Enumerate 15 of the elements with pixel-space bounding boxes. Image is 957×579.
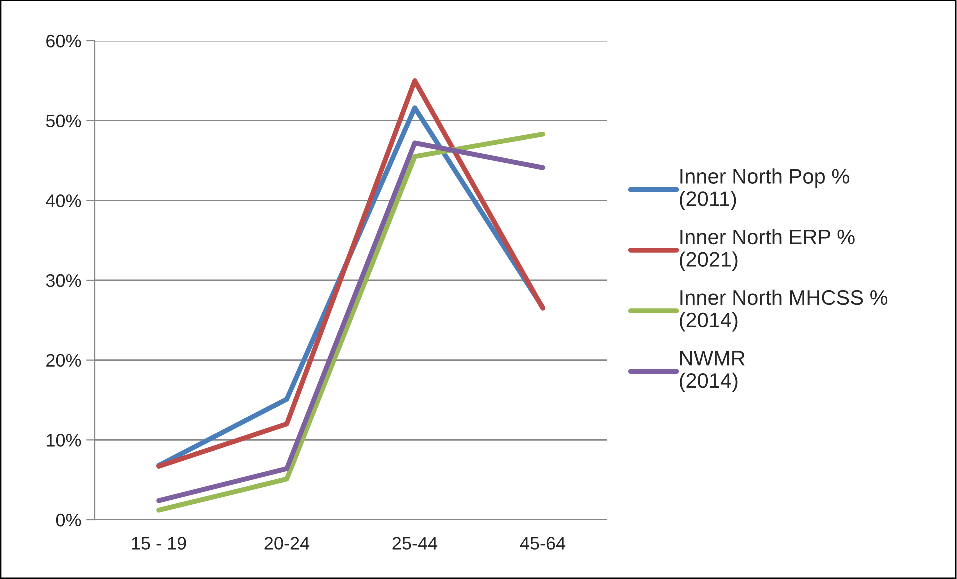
x-tick-label: 20-24 [264,537,310,550]
x-tick-label: 25-44 [392,537,438,550]
y-tick-label: 30% [46,274,82,288]
x-tick-label: 45-64 [520,537,566,550]
y-tick-label: 40% [46,194,82,208]
legend-label: Inner North ERP % (2021) [680,229,855,272]
y-tick-label: 10% [47,434,82,447]
y-tick-label: 60% [46,34,82,48]
legend-label: Inner North Pop % (2011) [680,168,850,211]
x-tick-label: 15 - 19 [132,537,186,550]
y-tick-label: 50% [46,114,82,128]
y-tick-label: 20% [46,354,82,368]
y-tick-label: 0% [56,514,82,527]
legend-label: Inner North MHCSS % (2014) [680,290,888,332]
legend-label: NWMR (2014) [680,351,745,392]
